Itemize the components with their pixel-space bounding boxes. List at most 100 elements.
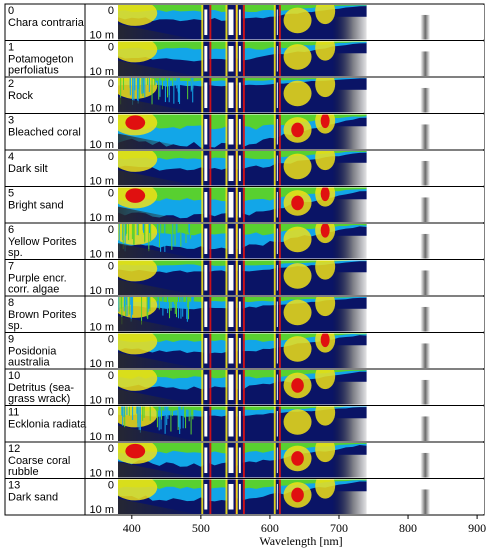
row-name: Bleached coral: [8, 127, 81, 139]
line-edge: [209, 114, 212, 149]
depth-label-bottom: 10 m: [90, 66, 114, 78]
line-edge: [225, 443, 228, 478]
line-edge: [201, 114, 204, 149]
absorption-core: [276, 410, 278, 437]
absorption-core: [204, 228, 208, 255]
absorption-core: [238, 155, 241, 182]
line-edge: [209, 224, 212, 259]
band-825: [420, 197, 431, 222]
line-edge: [242, 333, 245, 368]
x-tick-label: 400: [123, 521, 141, 535]
line-edge: [273, 187, 276, 222]
line-edge: [235, 443, 238, 478]
line-edge: [242, 260, 245, 295]
x-tick-label: 800: [399, 521, 417, 535]
red-hotspot: [291, 122, 304, 138]
row-name: Ecklonia radiata: [8, 419, 87, 431]
line-edge: [225, 260, 228, 295]
absorption-core: [228, 155, 234, 182]
depth-label-top: 0: [108, 443, 114, 455]
shadow-wedge: [118, 170, 196, 186]
yellow-hotspot: [283, 299, 312, 326]
line-edge: [209, 187, 212, 222]
shadow-wedge: [118, 462, 196, 478]
line-edge: [278, 187, 281, 222]
band-825: [420, 343, 431, 368]
absorption-core: [276, 82, 278, 109]
line-edge: [273, 224, 276, 259]
heatmap-panel: [118, 5, 484, 40]
band-825: [420, 87, 431, 113]
absorption-core: [204, 374, 208, 401]
heatmap-panel: [118, 443, 484, 478]
yellow-hotspot: [118, 333, 158, 355]
absorption-core: [228, 118, 234, 145]
depth-label-top: 0: [108, 224, 114, 236]
heatmap-panel: [118, 333, 484, 368]
depth-label-bottom: 10 m: [90, 30, 114, 42]
row-name: rubble: [8, 466, 39, 478]
red-hotspot: [125, 443, 146, 459]
yellow-hotspot: [118, 260, 158, 282]
shadow-wedge: [118, 389, 196, 405]
depth-label-bottom: 10 m: [90, 212, 114, 224]
fade-region: [332, 16, 371, 40]
row-name: Brown Porites: [8, 309, 77, 321]
heatmap-panel: [118, 114, 484, 149]
line-edge: [201, 333, 204, 368]
depth-label-bottom: 10 m: [90, 322, 114, 334]
heatmap-panel: [118, 151, 484, 186]
row-name: Dark silt: [8, 163, 48, 175]
line-edge: [242, 78, 245, 113]
absorption-core: [238, 118, 241, 145]
absorption-core: [228, 301, 234, 328]
line-edge: [242, 5, 245, 40]
line-edge: [273, 260, 276, 295]
line-edge: [273, 41, 276, 76]
red-hotspot: [320, 114, 330, 129]
line-edge: [273, 78, 276, 113]
yellow-hotspot: [315, 443, 336, 463]
absorption-core: [276, 9, 278, 36]
line-edge: [201, 297, 204, 332]
line-edge: [235, 406, 238, 441]
line-edge: [242, 370, 245, 405]
absorption-core: [276, 264, 278, 291]
line-edge: [235, 479, 238, 514]
fade-region: [332, 308, 371, 332]
shadow-wedge: [118, 352, 196, 368]
shadow-wedge: [118, 97, 196, 113]
absorption-core: [204, 410, 208, 437]
line-edge: [242, 443, 245, 478]
row-name: Dark sand: [8, 492, 58, 504]
line-edge: [273, 297, 276, 332]
heatmap-panel: [118, 370, 484, 405]
absorption-core: [238, 337, 241, 364]
row-name: Chara contraria: [8, 17, 85, 29]
fade-region: [332, 235, 371, 259]
line-edge: [225, 187, 228, 222]
yellow-hotspot: [315, 479, 336, 499]
fade-region: [332, 345, 371, 368]
yellow-hotspot: [283, 80, 312, 107]
row-name: grass wrack): [8, 393, 70, 405]
row-index: 6: [8, 224, 14, 236]
depth-label-top: 0: [108, 370, 114, 382]
fade-region: [332, 491, 371, 514]
fade-region: [332, 272, 371, 295]
line-edge: [235, 260, 238, 295]
line-edge: [235, 187, 238, 222]
row-index: 2: [8, 78, 14, 90]
x-tick-label: 700: [330, 521, 348, 535]
line-edge: [273, 151, 276, 186]
absorption-core: [228, 447, 234, 474]
absorption-core: [228, 9, 234, 36]
